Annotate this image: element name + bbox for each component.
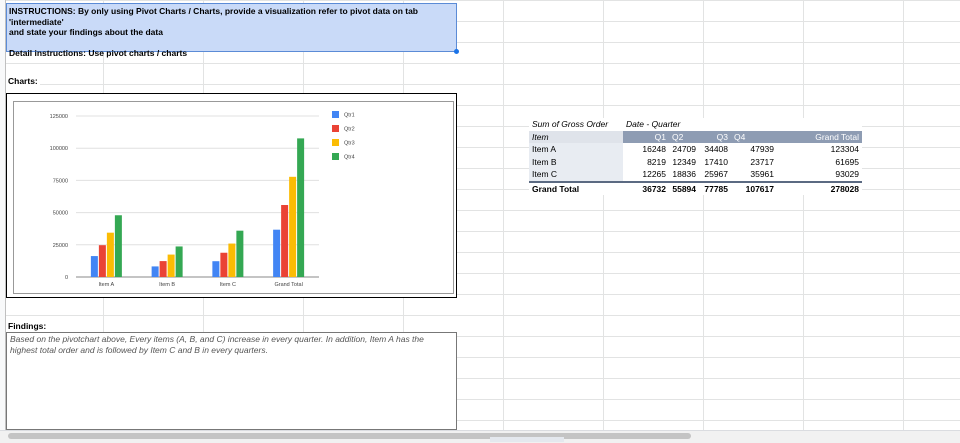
- chart-frame[interactable]: 0 25000 50000 75000 100000 125000 Item A Item B…: [6, 93, 457, 298]
- y-tick-label: 50000: [53, 211, 68, 217]
- pivot-cell: 34408: [704, 144, 728, 155]
- bar: [175, 246, 183, 277]
- bar: [273, 229, 281, 277]
- x-tick-label: Item C: [220, 282, 236, 288]
- legend-swatch: [332, 139, 339, 146]
- pivot-cell: 25967: [704, 169, 728, 180]
- pivot-row: Item A 16248 24709 34408 47939 123304: [529, 143, 862, 156]
- bar: [90, 256, 98, 277]
- pivot-total-label: Grand Total: [529, 180, 623, 195]
- bar: [151, 266, 159, 277]
- y-tick-label: 0: [65, 275, 68, 281]
- findings-cell[interactable]: Based on the pivotchart above, Every ite…: [6, 332, 457, 430]
- pivot-row-label: Item C: [529, 168, 623, 182]
- pivot-cell: 17410: [704, 156, 728, 167]
- instructions-line-2: and state your findings about the data: [9, 27, 163, 37]
- legend-swatch: [332, 153, 339, 160]
- charts-label: Charts:: [6, 76, 40, 86]
- y-tick-label: 25000: [53, 243, 68, 249]
- pivot-header-row-1: Sum of Gross Order Date - Quarter: [529, 118, 862, 131]
- pivot-col-header: Grand Total: [777, 130, 862, 143]
- pivot-cell: 35961: [750, 169, 774, 180]
- findings-text: Based on the pivotchart above, Every ite…: [10, 334, 424, 355]
- sheet-tab-strip[interactable]: [490, 437, 564, 442]
- pivot-row-label: Item B: [529, 155, 623, 168]
- instructions-line-1: INSTRUCTIONS: By only using Pivot Charts…: [9, 6, 419, 27]
- pivot-cell: 123304: [830, 144, 859, 155]
- pivot-table[interactable]: Sum of Gross Order Date - Quarter Item Q…: [529, 118, 862, 195]
- bar: [106, 232, 114, 277]
- x-tick-label: Grand Total: [274, 282, 302, 288]
- pivot-grand-total-row: Grand Total 36732 55894 77785 107617 278…: [529, 180, 862, 195]
- pivot-total-cell: 107617: [731, 180, 777, 195]
- pivot-cell: 16248: [642, 144, 666, 155]
- pivot-total-cell: 278028: [777, 180, 862, 195]
- bar: [297, 138, 305, 277]
- pivot-header-row-2: Item Q1 Q2 Q3 Q4 Grand Total: [529, 130, 862, 143]
- pivot-cell: 18836: [672, 169, 696, 180]
- pivot-corner-label: Sum of Gross Order: [529, 118, 623, 131]
- legend-label: Qtr3: [344, 141, 355, 147]
- legend-label: Qtr2: [344, 127, 355, 133]
- pivot-col-header: Q1: [623, 130, 669, 143]
- scrollbar-thumb[interactable]: [8, 433, 691, 439]
- legend-label: Qtr4: [344, 155, 355, 161]
- pivot-cell: 47939: [750, 144, 774, 155]
- bar: [167, 254, 175, 277]
- bar: [289, 176, 297, 277]
- pivot-col-header: Q4: [731, 130, 777, 143]
- pivot-total-cell: 55894: [669, 180, 699, 195]
- bar: [281, 205, 289, 277]
- pivot-cell: 23717: [750, 156, 774, 167]
- legend-swatch: [332, 125, 339, 132]
- pivot-chart[interactable]: 0 25000 50000 75000 100000 125000 Item A Item B…: [13, 101, 454, 294]
- pivot-cell: 24709: [672, 144, 696, 155]
- row-header-strip[interactable]: [0, 0, 6, 430]
- chart-svg: 0 25000 50000 75000 100000 125000 Item A Item B…: [50, 111, 355, 288]
- y-tick-label: 100000: [50, 146, 68, 152]
- pivot-row-field[interactable]: Item: [529, 130, 623, 143]
- pivot-cell: 8219: [647, 156, 666, 167]
- bar: [114, 215, 122, 277]
- pivot-column-field[interactable]: Date - Quarter: [623, 118, 862, 131]
- x-tick-label: Item A: [99, 282, 115, 288]
- pivot-row-label: Item A: [529, 143, 623, 156]
- bar: [220, 252, 228, 277]
- selection-fill-handle[interactable]: [454, 49, 459, 54]
- bar: [228, 243, 236, 277]
- pivot-total-cell: 77785: [699, 180, 731, 195]
- horizontal-scrollbar[interactable]: [0, 430, 960, 443]
- legend-label: Qtr1: [344, 113, 355, 119]
- pivot-row: Item B 8219 12349 17410 23717 61695: [529, 155, 862, 168]
- pivot-total-cell: 36732: [623, 180, 669, 195]
- bar: [159, 261, 167, 277]
- instructions-cell[interactable]: INSTRUCTIONS: By only using Pivot Charts…: [6, 3, 459, 58]
- legend-swatch: [332, 111, 339, 118]
- pivot-col-header: Q2: [669, 130, 699, 143]
- pivot-cell: 61695: [835, 156, 859, 167]
- bar: [98, 245, 106, 277]
- bar: [236, 230, 244, 277]
- y-tick-label: 75000: [53, 178, 68, 184]
- pivot-row: Item C 12265 18836 25967 35961 93029: [529, 168, 862, 182]
- pivot-cell: 93029: [835, 169, 859, 180]
- y-tick-label: 125000: [50, 114, 68, 120]
- pivot-col-header: Q3: [699, 130, 731, 143]
- x-tick-label: Item B: [159, 282, 175, 288]
- findings-label: Findings:: [6, 321, 49, 331]
- instructions-line-3: Detail instructions: Use pivot charts / …: [9, 47, 188, 58]
- pivot-cell: 12349: [672, 156, 696, 167]
- bar: [212, 261, 220, 277]
- pivot-cell: 12265: [642, 169, 666, 180]
